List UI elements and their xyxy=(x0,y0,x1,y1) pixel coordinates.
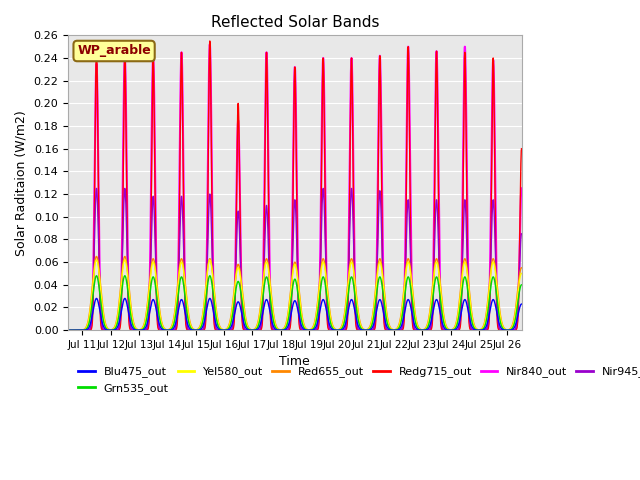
Grn535_out xyxy=(93,273,100,278)
Blu475_out xyxy=(460,299,467,305)
Nir840_out xyxy=(80,327,88,333)
Nir945_out xyxy=(93,186,100,192)
Nir945_out xyxy=(518,231,525,237)
Nir945_out xyxy=(204,255,211,261)
Nir945_out xyxy=(268,320,275,326)
Nir840_out xyxy=(518,186,525,192)
Red655_out xyxy=(405,256,413,262)
Red655_out xyxy=(268,294,275,300)
Nir945_out xyxy=(64,327,72,333)
Grn535_out xyxy=(268,307,275,312)
Redg715_out xyxy=(460,132,467,137)
Redg715_out xyxy=(204,244,211,250)
Yel580_out xyxy=(518,271,525,276)
Nir840_out xyxy=(182,305,189,311)
Grn535_out xyxy=(64,327,72,333)
Yel580_out xyxy=(405,260,413,265)
Red655_out xyxy=(93,253,100,259)
Nir945_out xyxy=(405,201,413,206)
Blu475_out xyxy=(80,327,88,333)
Nir840_out xyxy=(204,210,211,216)
Line: Nir840_out: Nir840_out xyxy=(68,45,522,330)
Yel580_out xyxy=(268,298,275,303)
Grn535_out xyxy=(182,300,189,305)
Blu475_out xyxy=(64,327,72,333)
Redg715_out xyxy=(405,59,413,65)
Text: WP_arable: WP_arable xyxy=(77,45,151,58)
Yel580_out xyxy=(182,288,189,294)
Yel580_out xyxy=(80,327,88,333)
Red655_out xyxy=(182,285,189,291)
Grn535_out xyxy=(460,277,467,283)
Red655_out xyxy=(64,327,72,333)
Grn535_out xyxy=(405,275,413,280)
Yel580_out xyxy=(204,269,211,275)
Redg715_out xyxy=(182,319,189,325)
Legend: Blu475_out, Grn535_out, Yel580_out, Red655_out, Redg715_out, Nir840_out, Nir945_: Blu475_out, Grn535_out, Yel580_out, Red6… xyxy=(74,362,640,398)
Redg715_out xyxy=(206,38,214,44)
Red655_out xyxy=(518,265,525,271)
Blu475_out xyxy=(268,317,275,323)
Nir840_out xyxy=(64,327,72,333)
Line: Grn535_out: Grn535_out xyxy=(68,276,522,330)
Redg715_out xyxy=(64,327,72,333)
Nir840_out xyxy=(206,42,214,48)
Nir945_out xyxy=(182,309,189,314)
Blu475_out xyxy=(204,302,211,308)
Grn535_out xyxy=(80,327,88,333)
Nir945_out xyxy=(80,327,88,333)
Yel580_out xyxy=(460,263,467,269)
Redg715_out xyxy=(80,327,88,333)
Line: Red655_out: Red655_out xyxy=(68,256,522,330)
Yel580_out xyxy=(64,327,72,333)
Redg715_out xyxy=(518,146,525,152)
Red655_out xyxy=(80,326,88,332)
Grn535_out xyxy=(518,282,525,288)
Blu475_out xyxy=(93,296,100,301)
Blu475_out xyxy=(182,313,189,319)
Red655_out xyxy=(204,267,211,273)
X-axis label: Time: Time xyxy=(280,355,310,369)
Y-axis label: Solar Raditaion (W/m2): Solar Raditaion (W/m2) xyxy=(15,110,28,256)
Grn535_out xyxy=(204,283,211,289)
Nir840_out xyxy=(268,321,275,327)
Red655_out xyxy=(460,259,467,265)
Nir945_out xyxy=(460,219,467,225)
Line: Yel580_out: Yel580_out xyxy=(68,260,522,330)
Line: Blu475_out: Blu475_out xyxy=(68,299,522,330)
Redg715_out xyxy=(268,326,275,332)
Blu475_out xyxy=(518,301,525,307)
Nir840_out xyxy=(460,107,467,113)
Line: Redg715_out: Redg715_out xyxy=(68,41,522,330)
Yel580_out xyxy=(93,257,100,263)
Line: Nir945_out: Nir945_out xyxy=(68,189,522,330)
Blu475_out xyxy=(405,297,413,303)
Title: Reflected Solar Bands: Reflected Solar Bands xyxy=(211,15,379,30)
Nir840_out xyxy=(405,55,413,60)
